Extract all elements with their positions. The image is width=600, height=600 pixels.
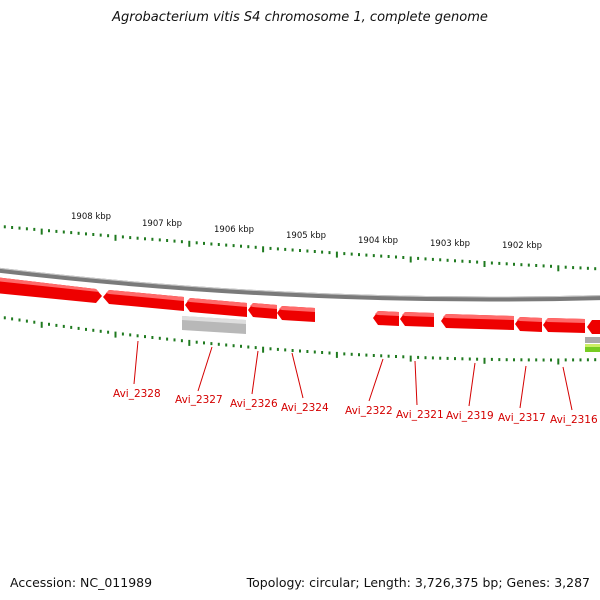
- bottom-tick-ruler: [3, 316, 597, 365]
- map-title: Agrobacterium vitis S4 chromosome 1, com…: [112, 10, 488, 25]
- gene-arrow-3[interactable]: [185, 298, 247, 317]
- gene-arrow-5[interactable]: [277, 306, 315, 322]
- ruler-label-1902: 1902 kbp: [502, 241, 542, 251]
- leader-line-avi-2317: [519, 365, 527, 409]
- gene-label-avi-2324[interactable]: Avi_2324: [281, 402, 329, 414]
- gene-label-avi-2316[interactable]: Avi_2316: [550, 414, 598, 426]
- leader-line-avi-2327: [197, 346, 213, 392]
- leader-line-avi-2326: [251, 350, 259, 395]
- ruler-label-1908: 1908 kbp: [71, 212, 111, 222]
- leader-line-avi-2319: [468, 362, 476, 407]
- gene-arrow-2[interactable]: [103, 290, 184, 311]
- top-tick-ruler: [3, 225, 597, 272]
- leader-line-avi-2321: [414, 360, 418, 406]
- genome-backbone: [0, 267, 600, 302]
- ruler-label-1905: 1905 kbp: [286, 231, 326, 241]
- leader-line-avi-2316: [562, 366, 573, 411]
- gene-label-avi-2327[interactable]: Avi_2327: [175, 394, 223, 406]
- leader-line-avi-2328: [133, 340, 139, 385]
- gene-feature-avi-2327[interactable]: [182, 316, 246, 334]
- leader-line-avi-2322: [368, 358, 384, 402]
- ruler-label-1906: 1906 kbp: [214, 225, 254, 235]
- gene-label-avi-2322[interactable]: Avi_2322: [345, 405, 393, 417]
- gene-label-avi-2317[interactable]: Avi_2317: [498, 412, 546, 424]
- ruler-label-1904: 1904 kbp: [358, 236, 398, 246]
- gene-arrow-11[interactable]: [587, 320, 600, 334]
- gene-arrow-6[interactable]: [373, 311, 399, 326]
- gene-arrow-10[interactable]: [543, 318, 585, 333]
- gene-arrow-9[interactable]: [515, 317, 542, 332]
- gene-arrow-7[interactable]: [400, 312, 434, 327]
- gene-arrow-4[interactable]: [248, 303, 277, 319]
- accession-label: Accession: NC_011989: [10, 575, 153, 590]
- gene-arrow-1[interactable]: [0, 277, 102, 303]
- gene-label-avi-2321[interactable]: Avi_2321: [396, 409, 444, 421]
- gene-arrow-8[interactable]: [441, 314, 514, 330]
- ruler-label-1907: 1907 kbp: [142, 219, 182, 229]
- ruler-label-1903: 1903 kbp: [430, 239, 470, 249]
- leader-line-avi-2324: [291, 352, 304, 399]
- gene-label-avi-2319[interactable]: Avi_2319: [446, 410, 494, 422]
- genome-stats-label: Topology: circular; Length: 3,726,375 bp…: [246, 575, 590, 590]
- gene-label-avi-2328[interactable]: Avi_2328: [113, 388, 161, 400]
- genome-backbone-highlight: [0, 267, 600, 298]
- other-feature-right-edge: [585, 337, 600, 352]
- gene-label-avi-2326[interactable]: Avi_2326: [230, 398, 278, 410]
